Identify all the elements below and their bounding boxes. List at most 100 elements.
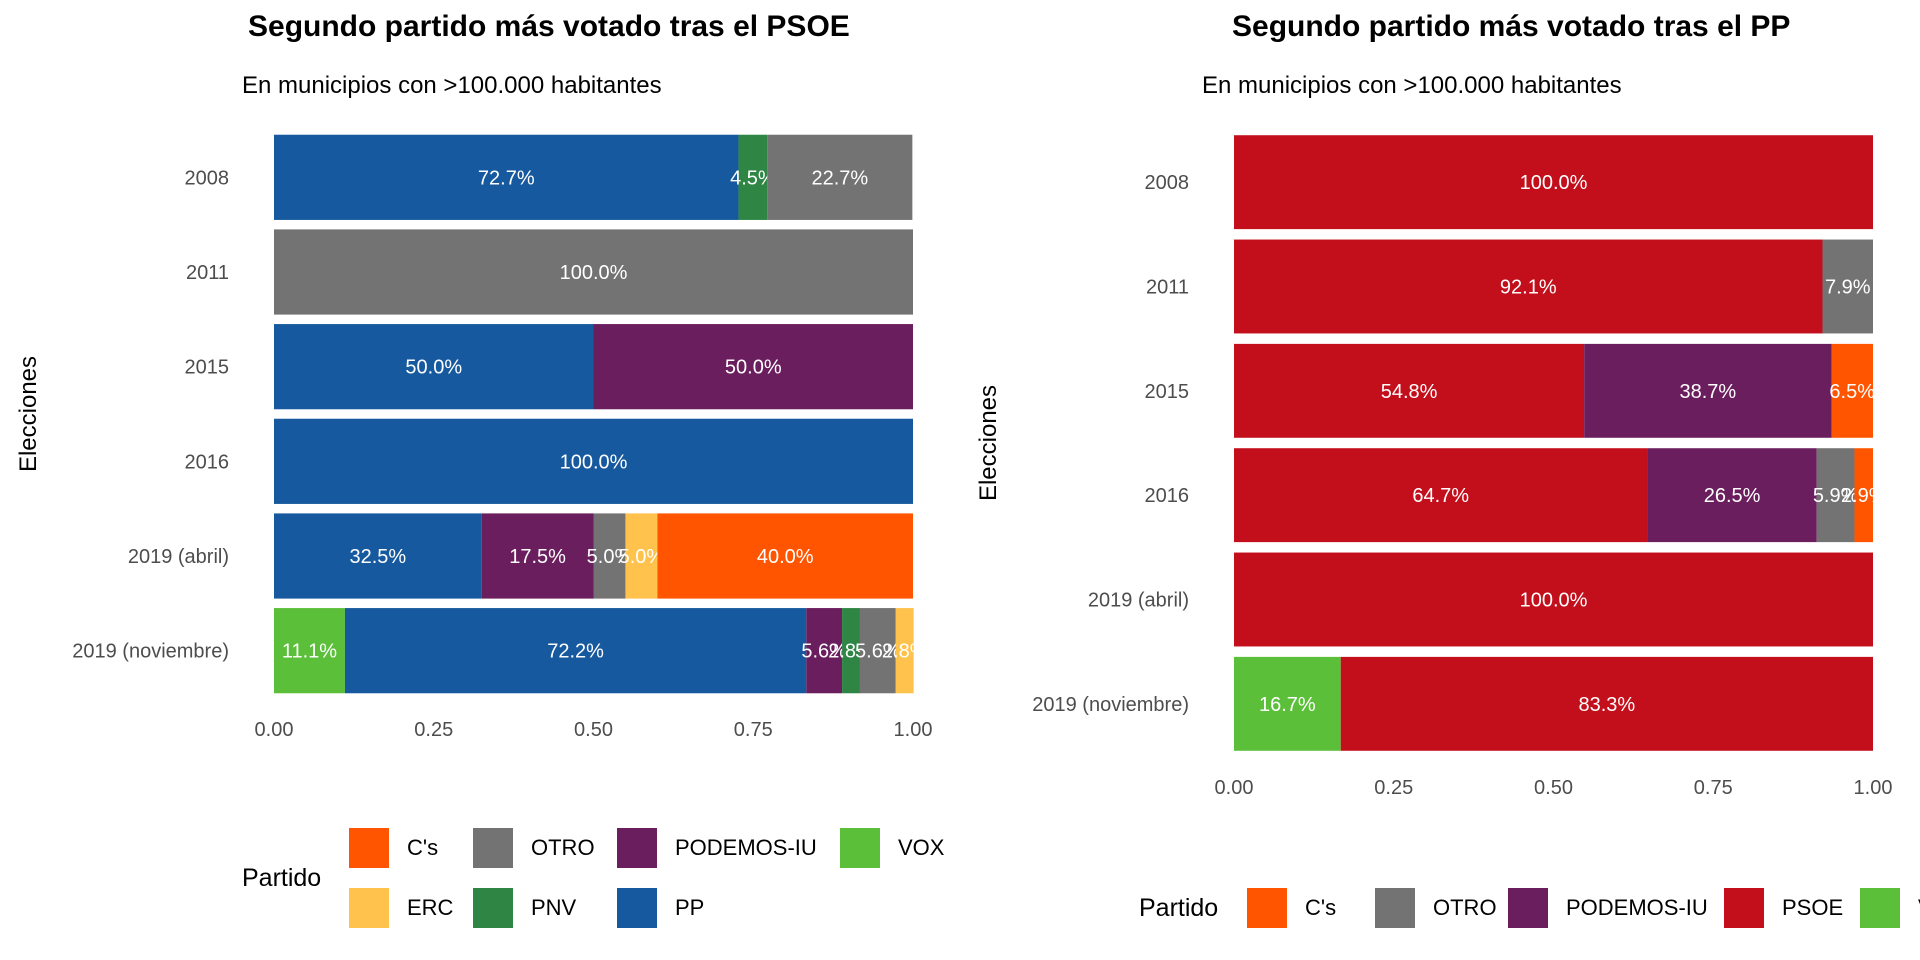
legend-swatch: [1724, 888, 1764, 928]
data-label: 40.0%: [757, 546, 814, 568]
x-tick-label: 1.00: [894, 719, 933, 741]
data-label: 38.7%: [1679, 381, 1736, 403]
bar-segment: [1234, 656, 1341, 751]
legend-swatch: [349, 828, 389, 868]
data-label: 100.0%: [1520, 590, 1588, 612]
data-label: 50.0%: [405, 357, 462, 379]
chart-title: Segundo partido más votado tras el PSOE: [248, 10, 850, 43]
y-tick-label: 2019 (abril): [128, 546, 229, 568]
legend-label: VOX: [898, 835, 945, 860]
bar-segment: [274, 229, 913, 315]
legend-title: Partido: [242, 864, 322, 892]
legend-swatch: [1508, 888, 1548, 928]
data-label: 50.0%: [725, 357, 782, 379]
bar-segment: [1822, 239, 1873, 334]
legend-swatch: [617, 828, 657, 868]
x-tick-label: 0.25: [1374, 777, 1413, 799]
bar-segment: [481, 513, 594, 599]
data-label: 16.7%: [1259, 694, 1316, 716]
legend-label: PP: [675, 895, 705, 920]
bar-segment: [738, 134, 768, 220]
legend-label: C's: [1305, 895, 1337, 920]
data-label: 83.3%: [1578, 694, 1635, 716]
plot-area: 72.7% 4.5% 22.7% 2008 100.0% 2011 50.0% 50.0% 20…: [15, 134, 933, 741]
data-label: 6.5%: [1829, 381, 1875, 403]
legend-label: C's: [407, 835, 439, 860]
data-label: 11.1%: [282, 641, 337, 663]
data-label: 5.6%: [855, 641, 901, 663]
bar-segment: [274, 513, 482, 599]
bar-segment: [1234, 135, 1873, 230]
legend-item: OTRO: [473, 828, 595, 868]
data-label: 4.5%: [730, 167, 776, 189]
bar-segment: [842, 608, 860, 694]
data-label: 100.0%: [1520, 172, 1588, 194]
y-tick-label: 2011: [1146, 277, 1189, 299]
bar-segment: [274, 134, 739, 220]
bar-segment: [767, 134, 913, 220]
bar-segment: [806, 608, 843, 694]
y-tick-label: 2008: [1145, 172, 1190, 194]
bar-segment: [274, 418, 913, 504]
chart-subtitle: En municipios con >100.000 habitantes: [242, 72, 662, 99]
y-tick-label: 2019 (noviembre): [1032, 694, 1189, 716]
data-label: 26.5%: [1704, 485, 1761, 507]
bar-segment: [1647, 448, 1817, 543]
legend-title: Partido: [1139, 894, 1219, 922]
legend-item: ERC: [349, 888, 453, 928]
chart-left: Segundo partido más votado tras el PSOE …: [15, 10, 944, 928]
bar-segment: [1854, 448, 1873, 543]
data-label: 92.1%: [1500, 277, 1557, 299]
legend-item: C's: [349, 828, 438, 868]
bar-segment: [1234, 343, 1585, 438]
legend-swatch: [1375, 888, 1415, 928]
x-tick-label: 0.50: [574, 719, 613, 741]
data-label: 2.8%: [882, 641, 928, 663]
x-tick-label: 1.00: [1854, 777, 1893, 799]
y-tick-label: 2016: [185, 451, 230, 473]
y-tick-label: 2015: [1145, 381, 1190, 403]
x-tick-label: 0.75: [1694, 777, 1733, 799]
data-label: 72.7%: [478, 167, 535, 189]
legend-item: PODEMOS-IU: [617, 828, 817, 868]
bar-segment: [274, 608, 345, 694]
legend-item: PODEMOS-IU: [1508, 888, 1708, 928]
bar-segment: [625, 513, 658, 599]
bar-segment: [1340, 656, 1873, 751]
legend-item: VOX: [840, 828, 944, 868]
legend-label: PODEMOS-IU: [675, 835, 817, 860]
y-tick-label: 2019 (noviembre): [72, 641, 229, 663]
legend-label: PNV: [531, 895, 577, 920]
plot-area: 100.0% 2008 92.1% 7.9% 2011 54.8% 38.7% 6.5% 201…: [975, 135, 1893, 799]
legend-swatch: [473, 828, 513, 868]
legend-label: OTRO: [1433, 895, 1497, 920]
bar-segment: [1234, 552, 1873, 647]
y-tick-label: 2008: [185, 167, 230, 189]
chart-right: Segundo partido más votado tras el PP En…: [960, 0, 1920, 960]
data-label: 5.6%: [801, 641, 847, 663]
x-tick-label: 0.00: [255, 719, 294, 741]
legend-label: ERC: [407, 895, 454, 920]
legend-label: PSOE: [1782, 895, 1844, 920]
bar-segment: [1584, 343, 1832, 438]
data-label: 32.5%: [349, 546, 406, 568]
legend-item: PSOE: [1724, 888, 1843, 928]
bar-segment: [1234, 448, 1648, 543]
bar-segment: [657, 513, 913, 599]
chart-subtitle: En municipios con >100.000 habitantes: [1202, 72, 1622, 99]
legend-swatch: [840, 828, 880, 868]
x-tick-label: 0.75: [734, 719, 773, 741]
bar-segment: [344, 608, 807, 694]
data-label: 17.5%: [509, 546, 566, 568]
data-label: 64.7%: [1412, 485, 1469, 507]
x-tick-label: 0.00: [1215, 777, 1254, 799]
data-label: 72.2%: [547, 641, 604, 663]
chart-title: Segundo partido más votado tras el PP: [1232, 10, 1791, 43]
y-axis-label: Elecciones: [15, 356, 42, 472]
bar-segment: [1234, 239, 1823, 334]
y-tick-label: 2015: [185, 357, 230, 379]
legend-swatch: [617, 888, 657, 928]
legend-swatch: [349, 888, 389, 928]
data-label: 5.9%: [1813, 485, 1859, 507]
legend-item: PP: [617, 888, 704, 928]
